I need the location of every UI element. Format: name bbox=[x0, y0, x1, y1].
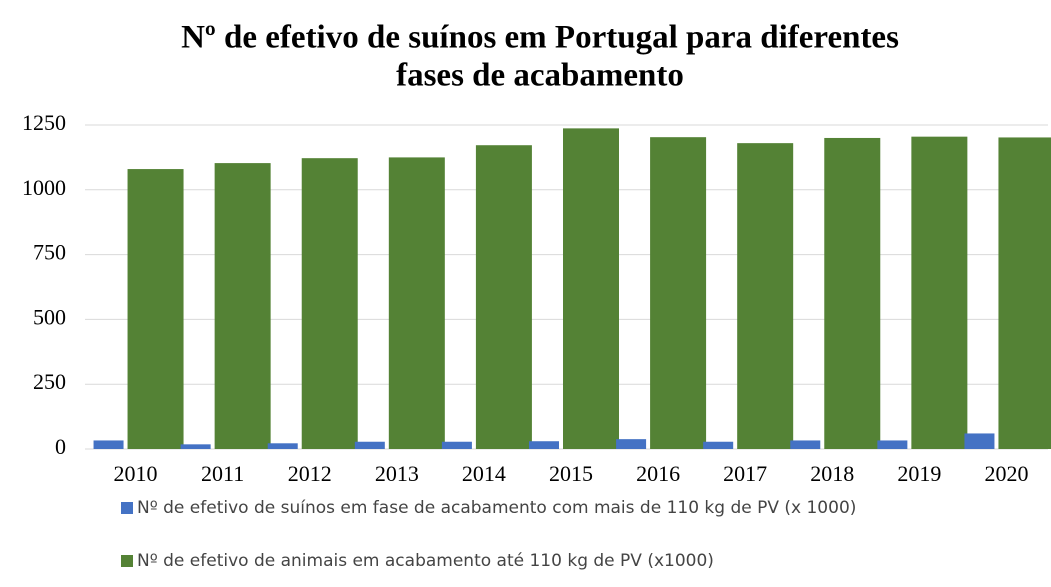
bar bbox=[180, 444, 211, 449]
x-tick-label: 2010 bbox=[114, 461, 158, 486]
legend-label: Nº de efetivo de animais em acabamento a… bbox=[137, 551, 714, 571]
bar bbox=[824, 137, 881, 449]
legend-swatch bbox=[121, 502, 133, 514]
bar bbox=[877, 440, 908, 449]
y-tick-label: 750 bbox=[33, 240, 66, 265]
bar bbox=[127, 169, 184, 449]
x-tick-label: 2011 bbox=[201, 461, 244, 486]
y-tick-label: 500 bbox=[33, 304, 66, 329]
y-tick-label: 0 bbox=[55, 434, 66, 459]
bar bbox=[964, 433, 995, 449]
bar bbox=[998, 137, 1051, 450]
bar bbox=[703, 441, 734, 449]
bar bbox=[301, 158, 358, 449]
x-tick-label: 2013 bbox=[375, 461, 419, 486]
bar bbox=[911, 136, 968, 449]
chart-title: fases de acabamento bbox=[396, 58, 684, 94]
y-tick-label: 250 bbox=[33, 369, 66, 394]
x-tick-label: 2014 bbox=[462, 461, 506, 486]
x-tick-label: 2012 bbox=[288, 461, 332, 486]
bar bbox=[737, 143, 794, 450]
bar bbox=[267, 443, 298, 449]
bar bbox=[790, 440, 821, 449]
legend-label: Nº de efetivo de suínos em fase de acaba… bbox=[137, 498, 856, 518]
x-tick-label: 2017 bbox=[723, 461, 767, 486]
bar bbox=[441, 441, 472, 449]
bar bbox=[563, 128, 619, 449]
y-tick-label: 1250 bbox=[22, 110, 66, 135]
x-tick-label: 2015 bbox=[549, 461, 593, 486]
chart-title: Nº de efetivo de suínos em Portugal para… bbox=[181, 20, 899, 56]
y-tick-label: 1000 bbox=[22, 175, 66, 200]
bar bbox=[475, 145, 532, 450]
bar bbox=[354, 441, 385, 449]
x-tick-label: 2016 bbox=[636, 461, 680, 486]
bar bbox=[529, 441, 559, 449]
x-tick-label: 2018 bbox=[810, 461, 854, 486]
x-tick-label: 2020 bbox=[984, 461, 1028, 486]
legend-swatch bbox=[121, 555, 133, 567]
bar bbox=[388, 157, 445, 449]
bar bbox=[616, 439, 647, 449]
bar bbox=[93, 440, 124, 449]
bar bbox=[650, 137, 707, 449]
x-tick-label: 2019 bbox=[897, 461, 941, 486]
bar bbox=[214, 163, 271, 449]
